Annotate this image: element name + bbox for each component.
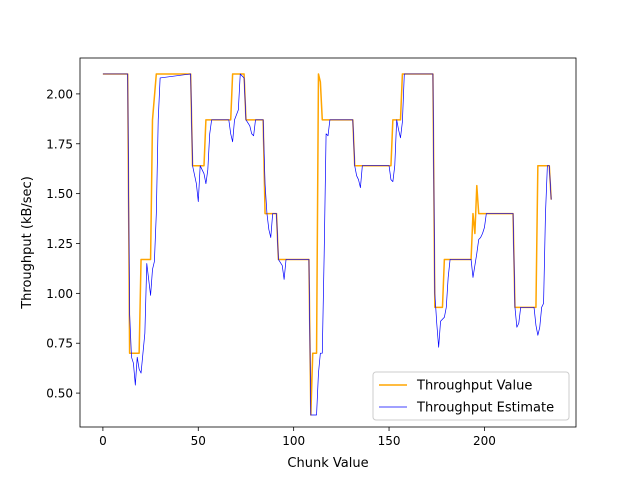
y-tick-label: 1.50 xyxy=(46,187,73,201)
plot-area xyxy=(102,73,552,416)
legend-box xyxy=(372,371,570,421)
legend-label-throughput-estimate: Throughput Estimate xyxy=(416,401,554,416)
x-axis-ticks: 0 50 100 150 200 xyxy=(99,427,496,448)
x-tick-label: 0 xyxy=(99,434,107,448)
legend-label-throughput-value: Throughput Value xyxy=(416,379,532,394)
y-tick-label: 1.00 xyxy=(46,287,73,301)
y-tick-label: 1.75 xyxy=(46,137,73,151)
y-tick-label: 0.50 xyxy=(46,387,73,401)
legend: Throughput Value Throughput Estimate xyxy=(372,371,570,421)
y-tick-label: 2.00 xyxy=(46,87,73,101)
y-axis-label: Throughput (kB/sec) xyxy=(20,176,35,310)
series-line-throughput-value xyxy=(102,73,552,416)
x-tick-label: 100 xyxy=(282,434,305,448)
x-tick-label: 200 xyxy=(473,434,496,448)
x-tick-label: 50 xyxy=(191,434,206,448)
y-tick-label: 0.75 xyxy=(46,337,73,351)
y-tick-label: 1.25 xyxy=(46,237,73,251)
x-tick-label: 150 xyxy=(378,434,401,448)
x-axis-label: Chunk Value xyxy=(287,456,368,471)
series-line-throughput-estimate xyxy=(102,73,552,416)
y-axis-ticks: 0.50 0.75 1.00 1.25 1.50 1.75 2.00 xyxy=(46,87,80,401)
plot-frame xyxy=(79,57,577,428)
